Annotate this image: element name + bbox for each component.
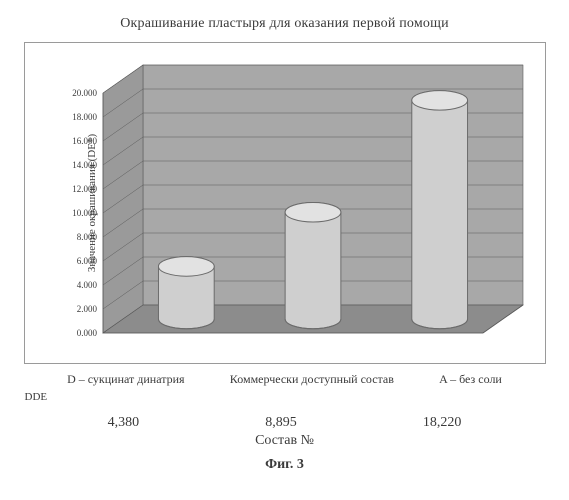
bar-chart: 0.0002.0004.0006.0008.00010.00012.00014.… [25,43,545,363]
y-axis-label: Значение окрашивания (DE*) [86,134,98,272]
category-label: A – без соли [439,372,502,387]
value-label: 8,895 [265,415,297,431]
chart-frame: Значение окрашивания (DE*) 0.000 2.000 4.0… [24,42,546,364]
x-axis-label: Состав № [18,433,551,449]
chart-title: Окрашивание пластыря для оказания первой… [18,16,551,32]
value-label: 18,220 [423,415,462,431]
svg-text:2.000: 2.000 [76,304,97,314]
category-label: Коммерчески доступный состав [230,372,394,387]
svg-text:18.000: 18.000 [72,112,97,122]
svg-text:0.000: 0.000 [76,328,97,338]
svg-text:4.000: 4.000 [76,280,97,290]
value-label: 4,380 [108,415,140,431]
category-row: D – сукцинат динатрия Коммерчески доступ… [45,372,525,387]
value-row: 4,380 8,895 18,220 [45,415,525,431]
series-legend: DDE [25,391,48,403]
category-label: D – сукцинат динатрия [67,372,185,387]
figure-label: Фиг. 3 [18,457,551,473]
svg-text:20.000: 20.000 [72,88,97,98]
